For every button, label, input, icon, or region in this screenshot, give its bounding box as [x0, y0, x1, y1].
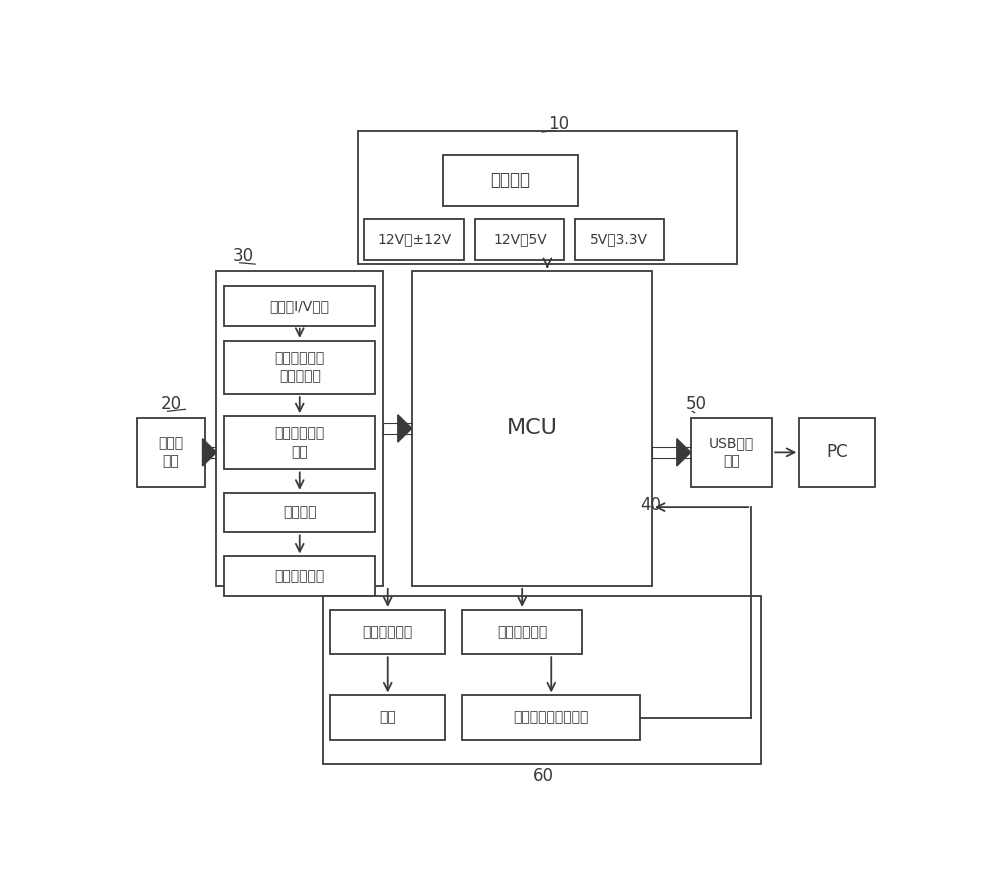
Text: 样品: 样品 — [379, 710, 396, 725]
Text: 分压电路: 分压电路 — [283, 506, 317, 519]
Text: 程控式反向运
算放大电路: 程控式反向运 算放大电路 — [275, 351, 325, 384]
Text: USB通信
模块: USB通信 模块 — [709, 436, 754, 469]
Bar — [358, 131, 737, 264]
Text: 40: 40 — [640, 496, 661, 514]
Text: 样品转台电机: 样品转台电机 — [363, 625, 413, 639]
Text: 5V转3.3V: 5V转3.3V — [590, 233, 648, 246]
Bar — [224, 340, 375, 394]
Bar — [475, 219, 564, 260]
Text: 电源模块: 电源模块 — [491, 172, 531, 189]
Bar — [330, 610, 445, 654]
Bar — [137, 418, 205, 486]
Polygon shape — [398, 414, 412, 442]
Bar — [462, 610, 582, 654]
Bar — [443, 155, 578, 206]
Bar — [224, 286, 375, 325]
Text: 30: 30 — [233, 247, 254, 265]
Bar — [574, 219, 664, 260]
Bar — [224, 493, 375, 533]
Polygon shape — [202, 438, 216, 466]
Bar — [224, 416, 375, 469]
Bar — [364, 219, 464, 260]
Text: PC: PC — [826, 444, 848, 461]
Text: 扫描转台电机: 扫描转台电机 — [497, 625, 547, 639]
Text: 50: 50 — [686, 396, 707, 413]
Bar — [323, 597, 761, 764]
Text: 10: 10 — [548, 115, 570, 132]
Bar — [330, 695, 445, 740]
Text: 二阶低通滤波
电路: 二阶低通滤波 电路 — [275, 427, 325, 459]
Text: 光电传
感器: 光电传 感器 — [158, 436, 183, 469]
Text: 可调式I/V电路: 可调式I/V电路 — [270, 299, 330, 313]
Bar — [462, 695, 640, 740]
Bar — [691, 418, 772, 486]
Bar — [412, 271, 652, 586]
Text: MCU: MCU — [506, 419, 557, 438]
Text: 12V转5V: 12V转5V — [493, 233, 547, 246]
Polygon shape — [677, 438, 691, 466]
Text: 12V转±12V: 12V转±12V — [377, 233, 451, 246]
Bar — [224, 557, 375, 597]
Bar — [216, 271, 383, 586]
Text: 电压保护电路: 电压保护电路 — [275, 569, 325, 583]
Text: 20: 20 — [161, 396, 182, 413]
Bar — [799, 418, 875, 486]
Text: 扫描转台角度传感器: 扫描转台角度传感器 — [514, 710, 589, 725]
Text: 60: 60 — [533, 767, 554, 785]
